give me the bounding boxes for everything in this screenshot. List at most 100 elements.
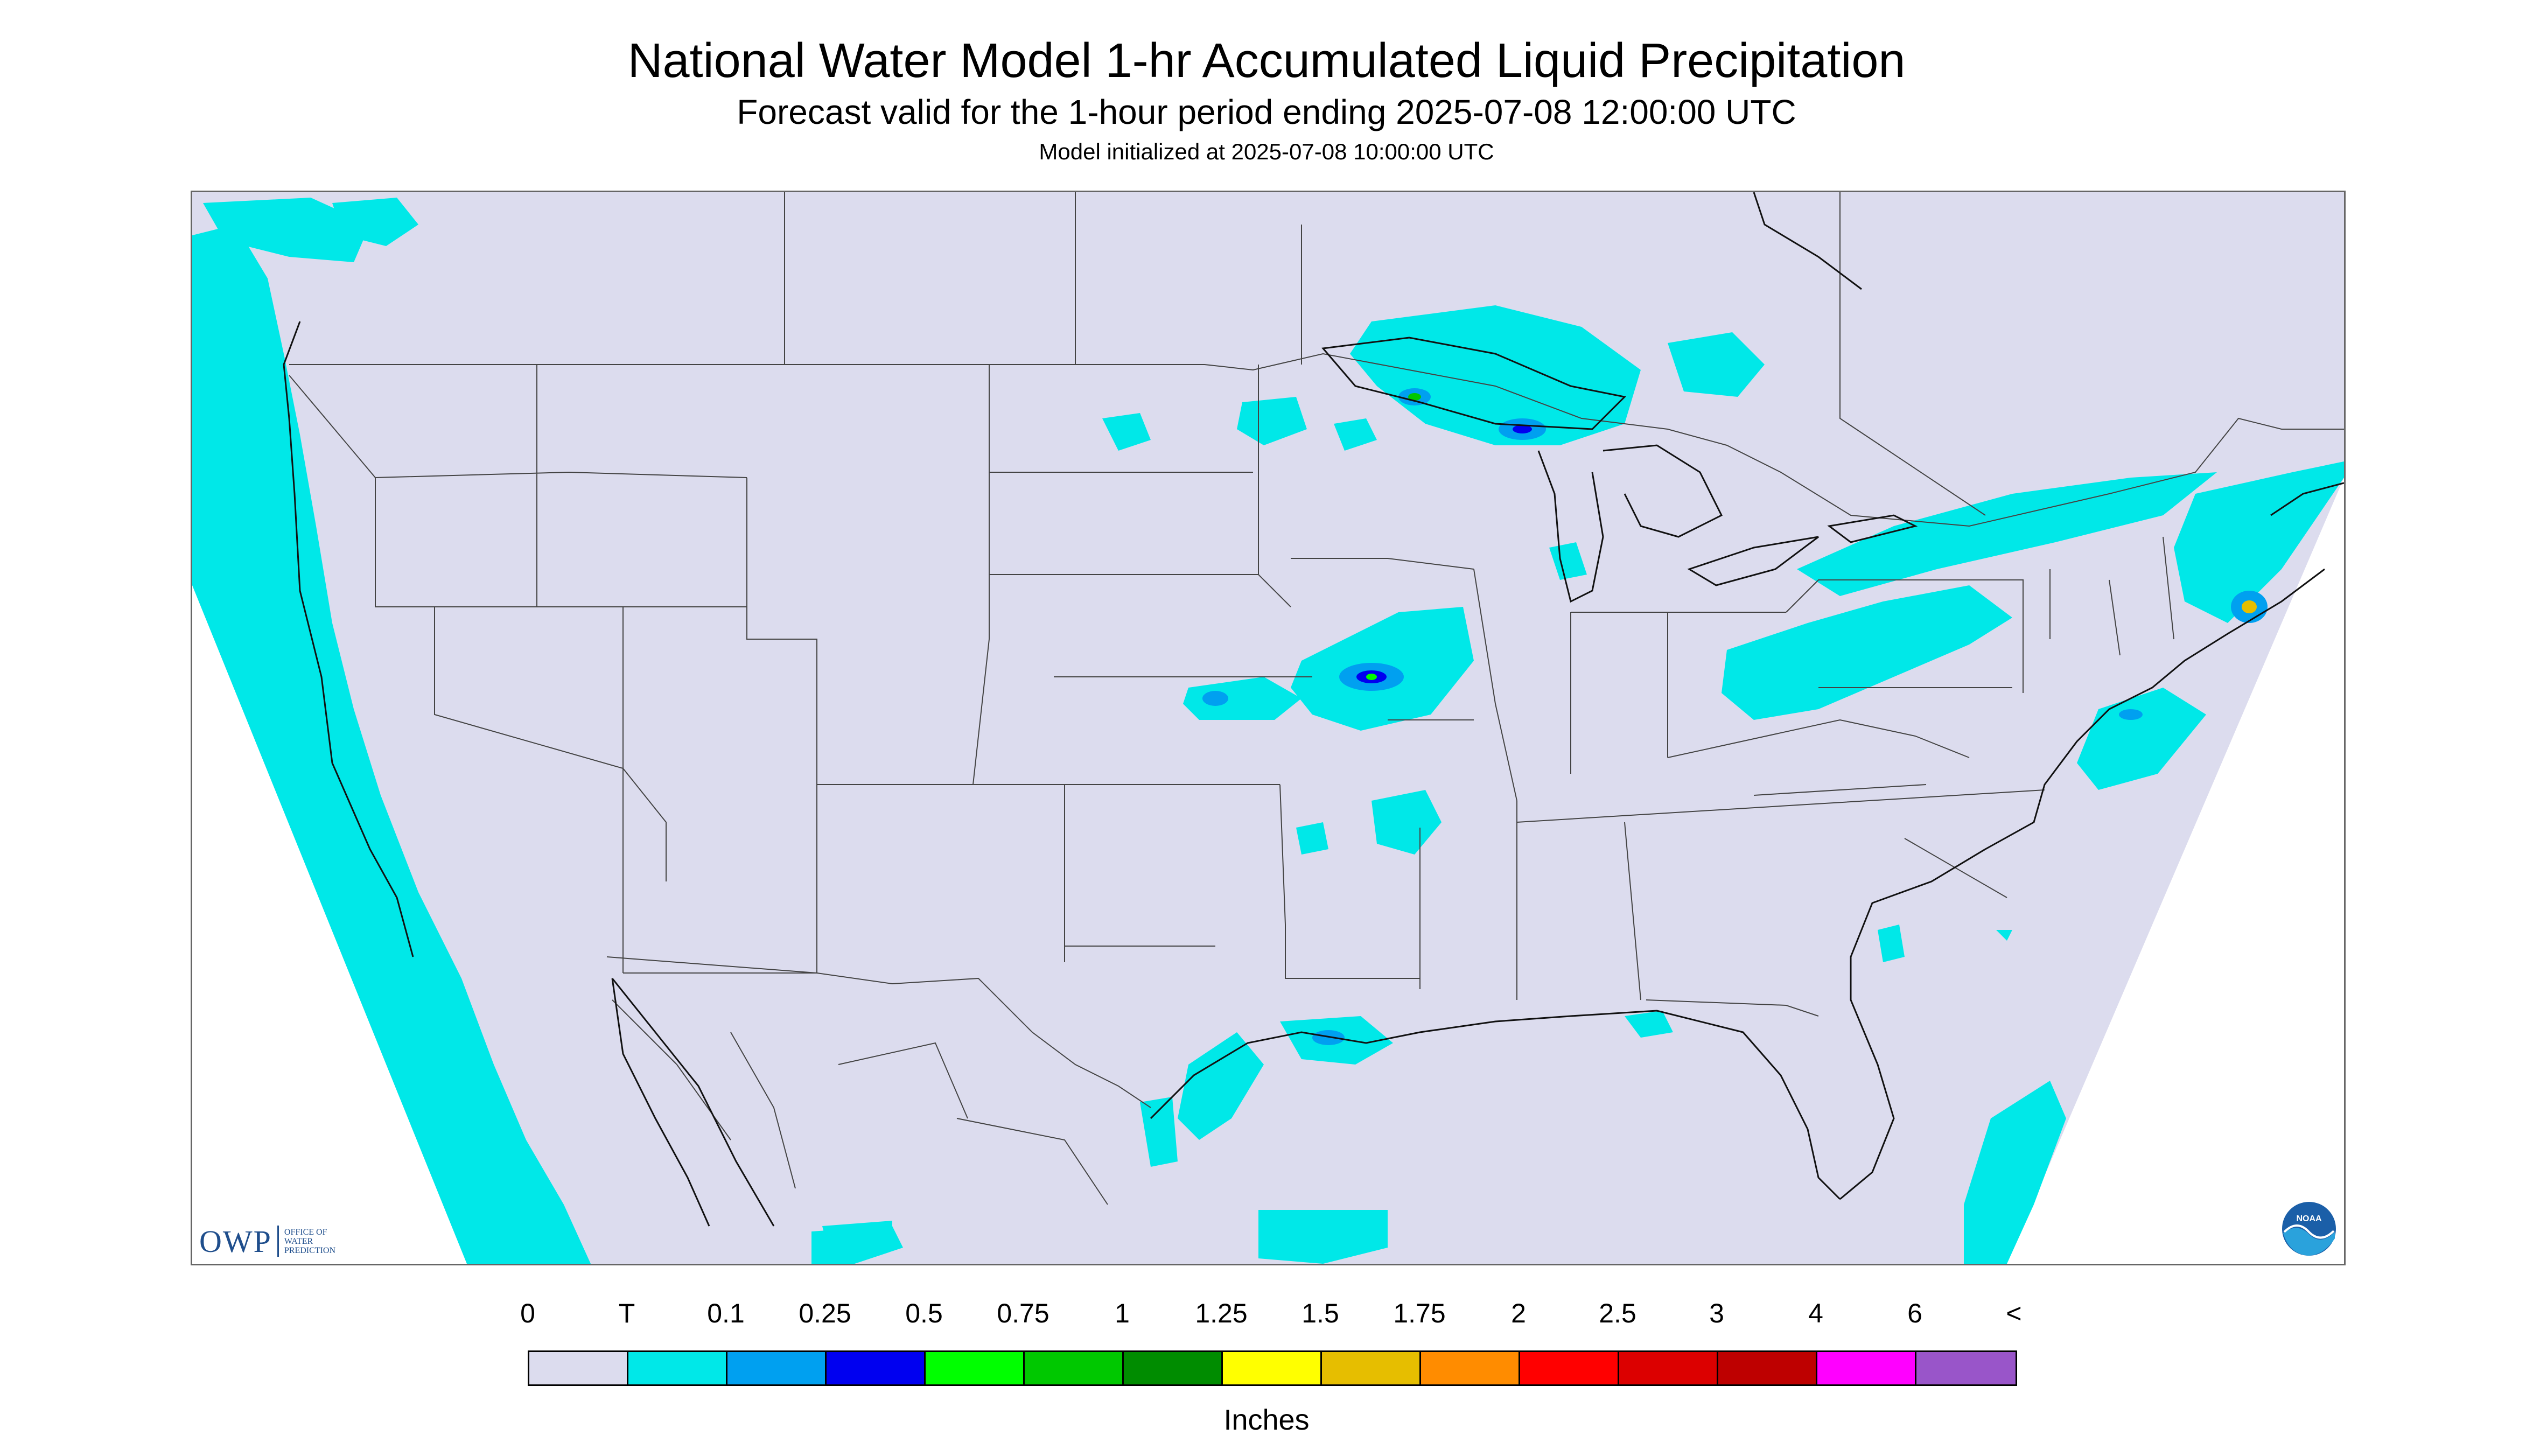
map-canvas [192, 192, 2344, 1264]
east [1667, 579, 2024, 898]
boundaries [289, 192, 2344, 1205]
new-england [2049, 536, 2174, 656]
hudson-bay-area [1753, 192, 1862, 290]
precip-se-atlantic-2 [1996, 930, 2012, 941]
precip-pacific-band [192, 225, 591, 1264]
lake-superior-coast [1321, 337, 1627, 430]
lake-erie-coast [1687, 536, 1819, 586]
precip-mexico-gulf [1140, 1097, 1178, 1167]
precip-new-england [2174, 461, 2344, 623]
noaa-logo: NOAA [2282, 1202, 2336, 1256]
precip-nd-blob [1102, 413, 1151, 451]
lake-huron-coast [1603, 444, 1723, 538]
noaa-logo-text: NOAA [2296, 1214, 2322, 1223]
legend-swatch [727, 1352, 827, 1384]
legend-swatch [1322, 1352, 1421, 1384]
precip-yucatan [1258, 1210, 1388, 1264]
legend-label: 2.5 [1599, 1298, 1636, 1328]
legend-label: < [2006, 1298, 2022, 1328]
precip-florida-panhandle [1625, 1011, 1673, 1038]
legend-swatch [1619, 1352, 1718, 1384]
legend-label: 0.75 [997, 1298, 1049, 1328]
precipitation-map [191, 191, 2346, 1265]
owp-logo-divider [277, 1226, 279, 1257]
owp-logo-text: OWP [199, 1223, 272, 1259]
owp-logo: OWP OFFICE OF WATER PREDICTION [199, 1222, 335, 1260]
owp-logo-subtext: OFFICE OF WATER PREDICTION [284, 1228, 335, 1255]
legend-labels: 0 T 0.1 0.25 0.5 0.75 1 1.25 1.5 1.75 2 … [520, 1298, 2022, 1335]
legend-swatch [628, 1352, 727, 1384]
core-atlantic-light [2119, 709, 2143, 720]
legend-swatch [926, 1352, 1025, 1384]
legend-swatch [1718, 1352, 1817, 1384]
precip-sierra-madre [822, 1221, 892, 1248]
precip-mn-blob-2 [1334, 418, 1377, 451]
legend-swatch [1817, 1352, 1916, 1384]
legend-label: 4 [1808, 1298, 1823, 1328]
core-mn-heavy [1408, 393, 1421, 401]
forecast-valid-subtitle: Forecast valid for the 1-hour period end… [737, 93, 1796, 131]
nova-scotia [2270, 482, 2344, 516]
precip-bc-blob [332, 198, 418, 246]
legend-swatch [529, 1352, 628, 1384]
legend-swatch [1223, 1352, 1322, 1384]
core-superior-moderate [1513, 425, 1532, 433]
legend-label: T [618, 1298, 635, 1328]
legend-swatch [1025, 1352, 1124, 1384]
precip-gulf-tx [1178, 1032, 1264, 1140]
legend-swatch [1124, 1352, 1223, 1384]
us-canada-border [289, 353, 2344, 527]
legend-label: 1.5 [1302, 1298, 1339, 1328]
core-maine-heavy [2242, 600, 2257, 613]
canada-provinces [784, 192, 1986, 516]
coastlines [283, 192, 2344, 1227]
legend-swatch [1520, 1352, 1619, 1384]
atlantic-coast [1839, 568, 2325, 1200]
precip-kansas [1183, 677, 1302, 720]
core-gulf-light [1312, 1030, 1345, 1045]
legend-label: 0.25 [799, 1298, 851, 1328]
legend-label: 3 [1709, 1298, 1724, 1328]
mexico-pacific-coast [611, 978, 775, 1227]
legend-label: 2 [1511, 1298, 1526, 1328]
legend-units: Inches [1223, 1404, 1310, 1436]
owp-sub-line-2: WATER [284, 1236, 313, 1246]
gulf-coast [1150, 1010, 1841, 1200]
mexico-border [606, 956, 1151, 1108]
lake-michigan-coast [1537, 450, 1604, 603]
precip-ok-blob [1296, 822, 1328, 855]
precip-superior-east [1668, 332, 1765, 397]
legend-color-bar [528, 1350, 2017, 1386]
legend-label: 0.5 [905, 1298, 943, 1328]
legend-label: 1.25 [1195, 1298, 1248, 1328]
precipitation-cores [1202, 388, 2268, 1045]
west-interior [434, 478, 973, 974]
legend-swatch [1421, 1352, 1520, 1384]
precip-atlantic-offshore [2077, 688, 2206, 790]
core-kansas-light [1202, 691, 1228, 706]
projection-domain [192, 192, 2344, 1264]
map-title: National Water Model 1-hr Accumulated Li… [627, 34, 1906, 88]
legend-swatch [827, 1352, 926, 1384]
baja [611, 978, 710, 1227]
legend-label: 0.1 [707, 1298, 745, 1328]
legend-swatch [1916, 1352, 2016, 1384]
legend-label: 1 [1115, 1298, 1130, 1328]
precip-ontario-band [1797, 472, 2217, 596]
pacific-coast [283, 321, 414, 957]
precip-mn-blob [1237, 397, 1307, 445]
owp-sub-line-3: PREDICTION [284, 1245, 335, 1255]
model-init-line: Model initialized at 2025-07-08 10:00:00… [1039, 139, 1494, 164]
precip-ohio-band [1722, 585, 2012, 720]
core-iowa-heavy [1366, 674, 1377, 680]
precip-se-atlantic [1878, 925, 1905, 962]
owp-sub-line-1: OFFICE OF [284, 1227, 327, 1237]
legend-label: 0 [520, 1298, 535, 1328]
legend-label: 6 [1907, 1298, 1922, 1328]
mexico-states [612, 999, 1108, 1205]
lake-ontario-coast [1827, 514, 1918, 543]
legend-label: 1.75 [1393, 1298, 1446, 1328]
precip-bahamas-band [1964, 1081, 2066, 1264]
precip-nw-blob [203, 198, 370, 262]
midwest [1258, 365, 1786, 801]
